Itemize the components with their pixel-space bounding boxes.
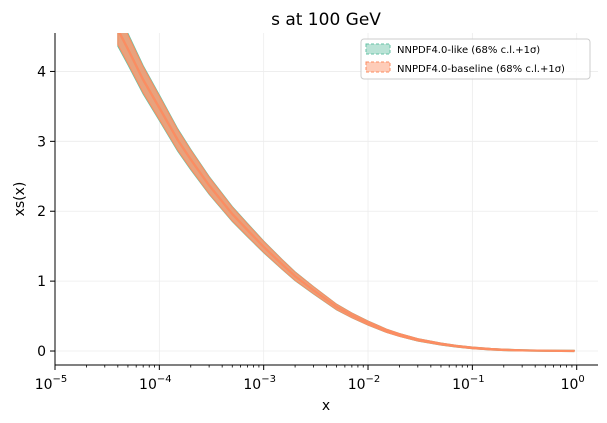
- chart-title: s at 100 GeV: [271, 10, 381, 30]
- y-tick-label-3: 3: [37, 134, 46, 150]
- series-band-1: [117, 33, 575, 352]
- y-tick-label-4: 4: [37, 64, 46, 80]
- y-ticks: 0 1 2 3 4: [37, 64, 55, 360]
- legend-entry-1: NNPDF4.0-baseline (68% c.l.+1σ): [365, 61, 565, 75]
- legend-swatch-0: [365, 43, 391, 55]
- legend-swatch-1: [365, 61, 391, 73]
- series-line-1: [118, 33, 575, 353]
- x-axis-label: x: [322, 398, 330, 414]
- series-layer: [117, 33, 575, 353]
- legend: NNPDF4.0-like (68% c.l.+1σ) NNPDF4.0-bas…: [360, 38, 591, 80]
- legend-entry-0: NNPDF4.0-like (68% c.l.+1σ): [365, 43, 540, 56]
- y-axis-label: xs(x): [12, 182, 28, 217]
- legend-label-1: NNPDF4.0-baseline (68% c.l.+1σ): [397, 64, 565, 75]
- y-tick-label-0: 0: [37, 344, 46, 360]
- y-tick-label-2: 2: [37, 204, 46, 220]
- y-tick-label-1: 1: [37, 274, 46, 290]
- legend-label-0: NNPDF4.0-like (68% c.l.+1σ): [397, 45, 540, 56]
- legend-box: [360, 38, 591, 80]
